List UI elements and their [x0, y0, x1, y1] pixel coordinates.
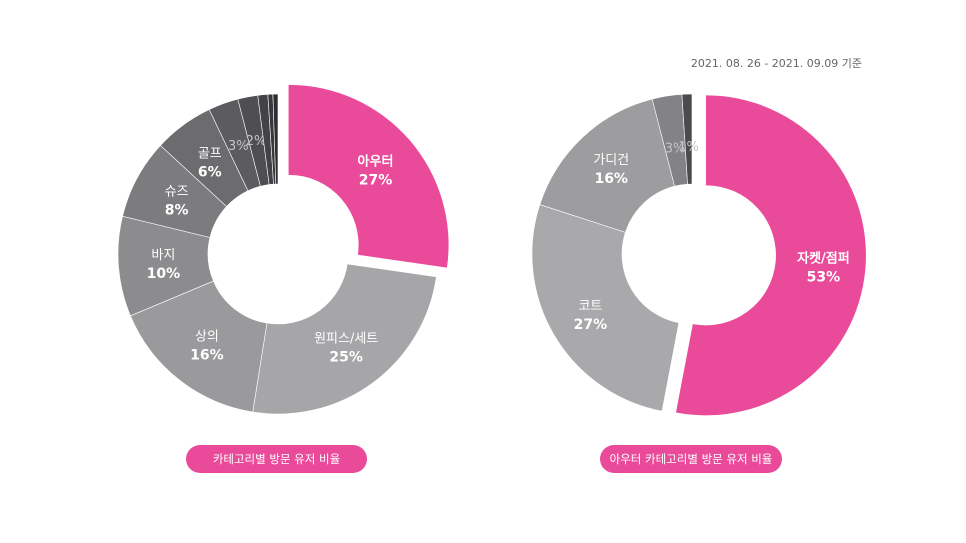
chart2-slice-1: [531, 204, 680, 412]
chart2-slice-2-label: 가디건: [593, 153, 629, 168]
chart2-slice-3-value-label: 3%: [665, 141, 686, 156]
date-range-label: 2021. 08. 26 - 2021. 09.09 기준: [690, 57, 862, 70]
chart2-slice-2: [539, 98, 675, 233]
chart2-slice-2-value-label: 16%: [594, 171, 628, 187]
chart2-slice-0-label: 자켓/점퍼: [797, 250, 850, 266]
chart1-title-pill: 카테고리별 방문 유저 비율: [186, 445, 367, 473]
chart2-slice-0: [675, 95, 866, 416]
chart2-slice-4-value-label: 1%: [678, 140, 699, 155]
chart1-slice-2: [130, 280, 268, 413]
chart1-slice-7-value-label: 2%: [246, 134, 267, 149]
chart2-donut: 자켓/점퍼 53% 코트 27% 가디건 16% 3%1%: [531, 93, 866, 416]
chart1-slice-0: [288, 84, 449, 268]
chart1-slice-2-label: 상의: [195, 329, 219, 344]
chart1-slice-4-value-label: 8%: [165, 203, 189, 219]
chart2-slice-1-value-label: 27%: [574, 317, 608, 333]
chart1-slice-5-value-label: 6%: [198, 164, 222, 180]
chart2-slice-1-label: 코트: [578, 299, 602, 314]
chart1-donut: 아우터 27% 원피스/세트 25% 상의 16% 바지 10% 슈즈 8% 골프 6% 3%2%: [117, 84, 449, 415]
chart1-slice-0-label: 아우터: [358, 154, 394, 170]
chart1-slice-10: [272, 93, 279, 185]
chart1-slice-0-value-label: 27%: [359, 173, 393, 189]
chart1-slice-1: [252, 263, 437, 415]
chart2-slice-0-value-label: 53%: [807, 269, 841, 285]
chart1-slice-3-value-label: 10%: [147, 266, 181, 282]
chart1-slice-5-label: 골프: [198, 146, 222, 161]
chart1-slice-4-label: 슈즈: [165, 185, 189, 200]
chart2-title-pill: 아우터 카테고리별 방문 유저 비율: [600, 445, 782, 473]
chart1-slice-1-value-label: 25%: [329, 350, 363, 366]
chart1-slice-6-value-label: 3%: [228, 139, 249, 154]
chart1-slice-1-label: 원피스/세트: [314, 332, 378, 347]
chart2-slice-4: [681, 93, 693, 185]
chart1-slice-2-value-label: 16%: [190, 347, 224, 363]
chart1-slice-3-label: 바지: [151, 248, 175, 263]
